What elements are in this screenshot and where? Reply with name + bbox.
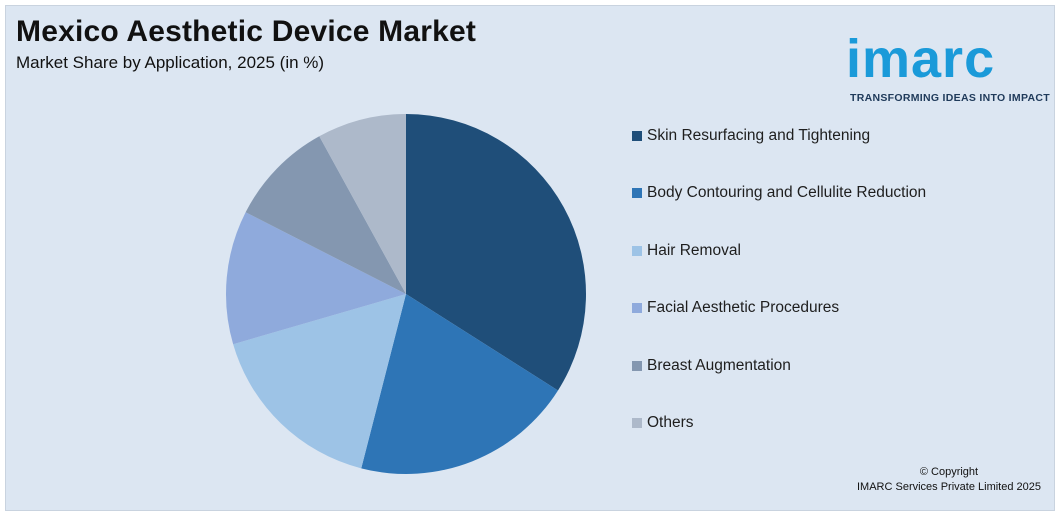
- chart-legend: Skin Resurfacing and Tightening Body Cont…: [632, 124, 926, 470]
- legend-label: Body Contouring and Cellulite Reduction: [647, 184, 927, 202]
- copyright-line-1: © Copyright: [919, 466, 979, 478]
- legend-swatch: [632, 360, 642, 371]
- pie-slice-3: [233, 294, 406, 469]
- legend-swatch: [632, 130, 642, 141]
- legend-label: Breast Augmentation: [647, 356, 791, 374]
- legend-item-2: Body Contouring and Cellulite Reduction: [632, 182, 926, 205]
- logo-wordmark: imarc: [846, 29, 996, 89]
- pie-chart: [226, 114, 587, 474]
- legend-item-1: Skin Resurfacing and Tightening: [632, 124, 926, 147]
- chart-subtitle: Market Share by Application, 2025 (in %): [16, 53, 325, 72]
- legend-item-5: Breast Augmentation: [632, 354, 926, 377]
- legend-swatch: [632, 418, 642, 429]
- legend-item-3: Hair Removal: [632, 239, 926, 262]
- copyright-line-2: IMARC Services Private Limited 2025: [856, 481, 1041, 493]
- legend-item-6: Others: [632, 412, 926, 435]
- pie-slice-5: [245, 136, 406, 294]
- legend-label: Facial Aesthetic Procedures: [647, 299, 840, 317]
- legend-swatch: [632, 245, 642, 256]
- logo-tagline: TRANSFORMING IDEAS INTO IMPACT: [850, 92, 1050, 104]
- pie-slice-4: [226, 212, 406, 345]
- legend-swatch: [632, 303, 642, 314]
- legend-label: Skin Resurfacing and Tightening: [647, 126, 871, 144]
- legend-label: Others: [647, 414, 694, 432]
- legend-item-4: Facial Aesthetic Procedures: [632, 297, 926, 320]
- pie-slice-6: [319, 114, 406, 294]
- chart-frame: Mexico Aesthetic Device Market Market Sh…: [5, 5, 1055, 511]
- imarc-logo: imarc TRANSFORMING IDEAS INTO IMPACT: [844, 14, 1050, 106]
- legend-label: Hair Removal: [647, 241, 741, 259]
- pie-slice-1: [406, 114, 587, 391]
- chart-title: Mexico Aesthetic Device Market: [16, 15, 477, 48]
- pie-slice-2: [361, 294, 558, 474]
- copyright-notice: © Copyright IMARC Services Private Limit…: [857, 465, 1041, 495]
- legend-swatch: [632, 188, 642, 199]
